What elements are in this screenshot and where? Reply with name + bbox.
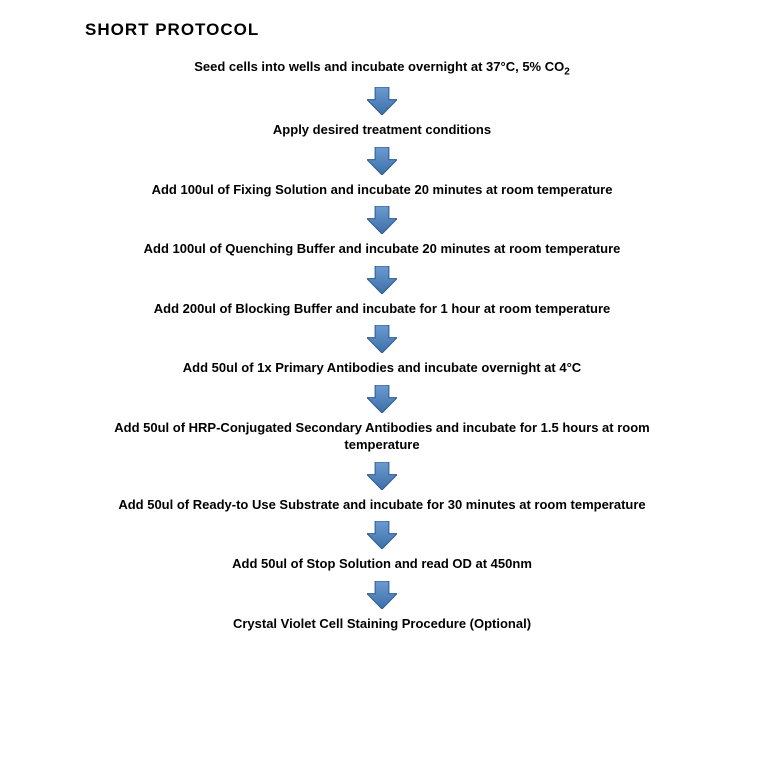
down-arrow-icon — [102, 147, 662, 175]
subscript: 2 — [564, 67, 570, 78]
protocol-step: Add 50ul of Ready-to Use Substrate and i… — [102, 496, 662, 514]
protocol-step: Add 100ul of Fixing Solution and incubat… — [102, 181, 662, 199]
down-arrow-icon — [102, 325, 662, 353]
down-arrow-icon — [102, 462, 662, 490]
protocol-step: Add 100ul of Quenching Buffer and incuba… — [102, 240, 662, 258]
protocol-flowchart: SHORT PROTOCOL Seed cells into wells and… — [0, 20, 764, 633]
protocol-step: Add 50ul of 1x Primary Antibodies and in… — [102, 359, 662, 377]
protocol-step: Seed cells into wells and incubate overn… — [102, 58, 662, 79]
protocol-step: Add 200ul of Blocking Buffer and incubat… — [102, 300, 662, 318]
down-arrow-icon — [102, 206, 662, 234]
down-arrow-icon — [102, 87, 662, 115]
down-arrow-icon — [102, 521, 662, 549]
protocol-step: Add 50ul of HRP-Conjugated Secondary Ant… — [102, 419, 662, 454]
down-arrow-icon — [102, 581, 662, 609]
steps-list: Seed cells into wells and incubate overn… — [102, 58, 662, 633]
protocol-title: SHORT PROTOCOL — [85, 20, 259, 40]
protocol-step: Crystal Violet Cell Staining Procedure (… — [102, 615, 662, 633]
protocol-step: Add 50ul of Stop Solution and read OD at… — [102, 555, 662, 573]
down-arrow-icon — [102, 266, 662, 294]
protocol-step: Apply desired treatment conditions — [102, 121, 662, 139]
down-arrow-icon — [102, 385, 662, 413]
